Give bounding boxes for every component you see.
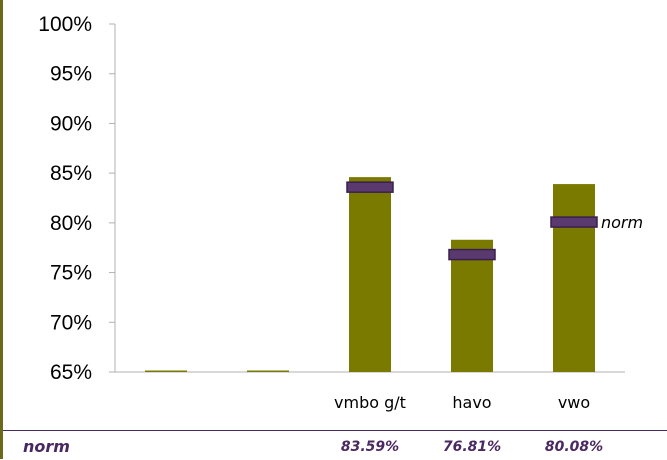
y-tick-label: 100%	[38, 13, 92, 36]
norm-marker	[346, 181, 394, 193]
left-accent-bar	[0, 0, 3, 459]
data-table-footer: norm 83.59% 76.81% 80.08%	[3, 430, 667, 460]
y-tick-label: 75%	[50, 262, 92, 285]
y-tick-label: 95%	[50, 63, 92, 86]
bar	[553, 184, 595, 372]
y-axis-ticks: 65% 70% 75% 80% 85% 90% 95% 100%	[38, 13, 115, 384]
bar	[247, 370, 289, 372]
y-tick-label: 80%	[50, 212, 92, 235]
table-row-label: norm	[23, 437, 70, 456]
x-tick-label: havo	[452, 393, 491, 412]
y-tick-label: 90%	[50, 112, 92, 135]
y-tick-label: 65%	[50, 361, 92, 384]
table-cell: 83.59%	[340, 439, 400, 455]
y-tick-label: 70%	[50, 311, 92, 334]
norm-marker	[550, 216, 598, 228]
norm-annotation: norm	[601, 213, 643, 232]
table-cell: 80.08%	[544, 439, 604, 455]
x-axis-labels: vmbo g/t havo vwo	[334, 393, 590, 412]
bar	[349, 177, 391, 372]
x-tick-label: vmbo g/t	[334, 393, 406, 412]
norm-markers	[346, 181, 598, 261]
norm-marker	[448, 248, 496, 261]
bar	[451, 239, 493, 372]
y-tick-label: 85%	[50, 162, 92, 185]
x-tick-label: vwo	[558, 393, 590, 412]
bar-chart: 65% 70% 75% 80% 85% 90% 95% 100% vmbo g/t havo vw…	[38, 13, 643, 412]
table-cell: 76.81%	[442, 439, 502, 455]
bar-series	[145, 177, 595, 372]
bar	[145, 370, 187, 372]
